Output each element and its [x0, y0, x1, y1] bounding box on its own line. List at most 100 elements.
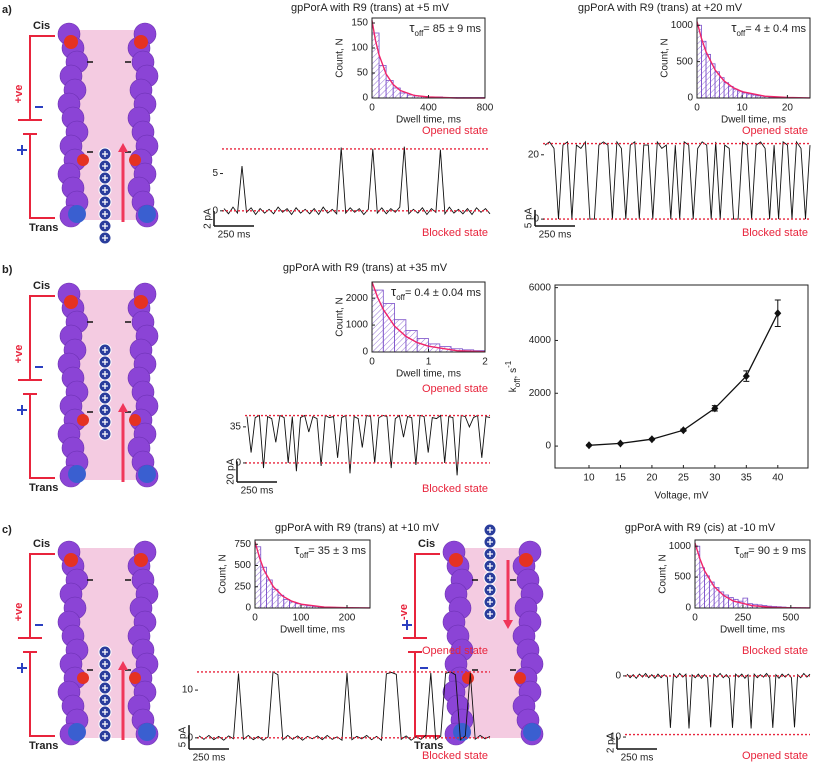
y-axis-label-part: -1	[504, 360, 513, 368]
y-tick-label: 0	[245, 603, 251, 614]
point	[679, 426, 687, 435]
y-tick-label: 100	[351, 43, 368, 54]
y-tick-label: 1000	[669, 541, 692, 552]
current-trace	[198, 671, 491, 742]
y-axis-label: Count, N	[335, 297, 346, 336]
protein-blue	[138, 205, 156, 223]
arrow-head	[118, 403, 128, 412]
y-tick-label: 10	[182, 685, 194, 696]
scale-bar-y-label: 20 pA	[226, 458, 237, 484]
state-label: Blocked state	[742, 227, 808, 239]
line-chart: 10 15 20 25 30 35 40 0 2000 4000 6000 Voltage, mV ko…	[504, 282, 809, 502]
bead-charge	[487, 527, 493, 533]
bar	[723, 82, 730, 99]
annotation-part: τ	[391, 284, 397, 299]
bead-charge	[487, 563, 493, 569]
annotation: τoff= 4 ± 0.4 ms	[731, 20, 806, 37]
bead-charge	[487, 587, 493, 593]
polarity: +ve	[13, 345, 25, 364]
y-tick-label: 0	[212, 205, 218, 216]
x-tick-label: 0	[694, 103, 700, 114]
annotation-part: = 4 ± 0.4 ms	[745, 23, 806, 35]
x-tick-label: 0	[692, 613, 698, 624]
chart-title: gpPorA with R9 (cis) at -10 mV	[625, 522, 776, 534]
protein-blue	[68, 465, 86, 483]
pore-diagram: +ve Cis Trans	[13, 20, 159, 245]
x-tick-label: 0	[252, 613, 258, 624]
trace-chart: Opened state Blocked state 0 5 2 pA 250 ms	[203, 125, 491, 241]
annotation-part: τ	[294, 542, 300, 557]
panel-label: b)	[2, 264, 13, 276]
x-axis-label: Voltage, mV	[655, 491, 709, 502]
bar	[289, 601, 296, 609]
x-tick-label: 800	[477, 103, 494, 114]
current-trace	[544, 140, 811, 220]
x-tick-label: 20	[646, 473, 658, 484]
x-tick-label: 400	[420, 103, 437, 114]
y-tick-label: 750	[234, 539, 251, 550]
protein-red	[129, 414, 141, 426]
protein-red	[129, 154, 141, 166]
point	[774, 309, 782, 318]
point	[711, 404, 719, 413]
cis-label: Cis	[33, 280, 50, 292]
scale-bar-x-label: 250 ms	[539, 230, 572, 241]
bead-charge	[102, 211, 108, 217]
annotation: τoff= 35 ± 3 ms	[294, 542, 366, 559]
x-tick-label: 10	[737, 103, 749, 114]
bead-charge	[102, 347, 108, 353]
protein-red	[519, 553, 533, 567]
protein-red	[77, 672, 89, 684]
histogram-chart: gpPorA with R9 (trans) at +20 mV 0 10 20 0 50…	[578, 2, 811, 126]
protein-red	[77, 414, 89, 426]
protein-blue	[68, 723, 86, 741]
histogram-chart: gpPorA with R9 (trans) at +5 mV 0 400 800 0 5…	[291, 2, 494, 126]
state-label: Opened state	[422, 383, 488, 395]
current-trace	[626, 672, 811, 729]
bead-charge	[102, 721, 108, 727]
polarity: +ve	[13, 85, 25, 104]
y-tick-label: 1000	[671, 20, 694, 31]
bead-charge	[102, 371, 108, 377]
y-axis-label: koff, s-1	[504, 360, 522, 392]
protein-blue	[68, 205, 86, 223]
y-axis-label: Count, N	[335, 38, 346, 77]
annotation: τoff= 0.4 ± 0.04 ms	[391, 284, 481, 301]
cis-label: Cis	[33, 538, 50, 550]
y-tick-label: 0	[362, 93, 368, 104]
state-label: Opened state	[742, 750, 808, 762]
bar	[283, 599, 290, 609]
y-tick-label: 500	[676, 56, 693, 67]
x-tick-label: 500	[782, 613, 799, 624]
bead-charge	[102, 649, 108, 655]
bar	[371, 289, 384, 353]
point	[742, 372, 750, 381]
bead-charge	[102, 673, 108, 679]
y-tick-label: 5	[212, 168, 218, 179]
annotation-part: τ	[734, 542, 740, 557]
y-tick-label: 150	[351, 18, 368, 29]
fit-curve	[696, 21, 811, 99]
x-tick-label: 40	[772, 473, 784, 484]
y-tick-label: 0	[533, 214, 539, 225]
chart-title: gpPorA with R9 (trans) at +10 mV	[275, 522, 440, 534]
protein-red	[64, 35, 78, 49]
y-tick-label: 6000	[529, 282, 552, 293]
x-tick-label: 10	[583, 473, 595, 484]
x-tick-label: 2	[482, 357, 488, 368]
state-label: Blocked state	[422, 483, 488, 495]
point	[585, 441, 593, 450]
annotation-part: off	[415, 29, 425, 38]
protein-red	[129, 672, 141, 684]
pore-diagram: +ve Cis Trans	[13, 280, 159, 494]
plot-frame	[554, 284, 809, 469]
cis-label: Cis	[418, 538, 435, 550]
bead-charge	[102, 709, 108, 715]
bead-charge	[102, 359, 108, 365]
x-tick-label: 0	[369, 103, 375, 114]
bead-charge	[102, 733, 108, 739]
arrow-head	[118, 143, 128, 152]
x-tick-label: 1	[426, 357, 432, 368]
x-tick-label: 0	[369, 357, 375, 368]
